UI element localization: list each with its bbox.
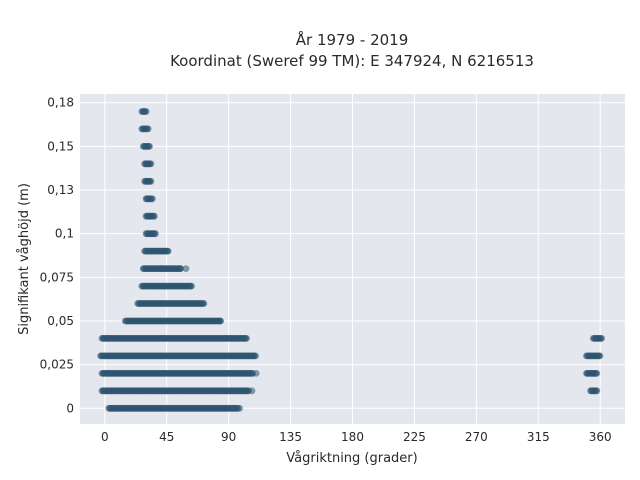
data-point (150, 212, 158, 220)
y-tick-label: 0,025 (40, 358, 74, 372)
x-tick-label: 180 (341, 430, 364, 444)
y-axis-title: Signifikant våghöjd (m) (17, 183, 32, 335)
data-point (243, 335, 250, 342)
data-point (596, 352, 604, 360)
data-point (146, 143, 153, 150)
data-point (236, 404, 244, 412)
x-tick-label: 270 (465, 430, 488, 444)
data-point (593, 370, 601, 377)
chart-title-line2: Koordinat (Sweref 99 TM): E 347924, N 62… (170, 52, 534, 70)
x-axis-title: Vågriktning (grader) (286, 451, 417, 466)
y-tick-label: 0 (66, 401, 74, 415)
data-point (148, 195, 156, 203)
data-point (593, 387, 601, 395)
data-point (252, 370, 260, 377)
data-point (152, 230, 159, 238)
x-tick-label: 135 (279, 430, 302, 444)
x-tick-label: 0 (101, 430, 109, 444)
data-points (97, 108, 605, 412)
y-tick-label: 0,05 (47, 314, 74, 328)
data-point (177, 265, 184, 272)
y-tick-label: 0,075 (40, 270, 74, 284)
data-point (182, 265, 190, 272)
data-point (188, 282, 195, 290)
data-point (217, 317, 224, 325)
chart-title-line1: År 1979 - 2019 (296, 30, 409, 49)
data-point (200, 300, 208, 307)
x-axis-ticks: 0 45 90 135 180 225 270 315 360 (101, 430, 612, 444)
y-tick-label: 0,1 (55, 227, 74, 241)
x-tick-label: 45 (159, 430, 174, 444)
data-point (142, 108, 150, 115)
data-point (147, 160, 155, 168)
x-tick-label: 315 (527, 430, 550, 444)
y-tick-label: 0,18 (47, 96, 74, 110)
data-point (252, 352, 259, 360)
y-tick-label: 0,15 (47, 139, 74, 153)
x-tick-label: 360 (589, 430, 612, 444)
x-tick-label: 225 (403, 430, 426, 444)
y-tick-label: 0,13 (47, 183, 74, 197)
data-point (144, 125, 152, 133)
data-point (598, 335, 605, 342)
data-point (147, 177, 155, 185)
x-tick-label: 90 (221, 430, 236, 444)
data-point (248, 387, 256, 395)
data-point (164, 247, 172, 255)
y-axis-ticks: 0 0,025 0,05 0,075 0,1 0,13 0,15 0,18 (40, 96, 74, 416)
